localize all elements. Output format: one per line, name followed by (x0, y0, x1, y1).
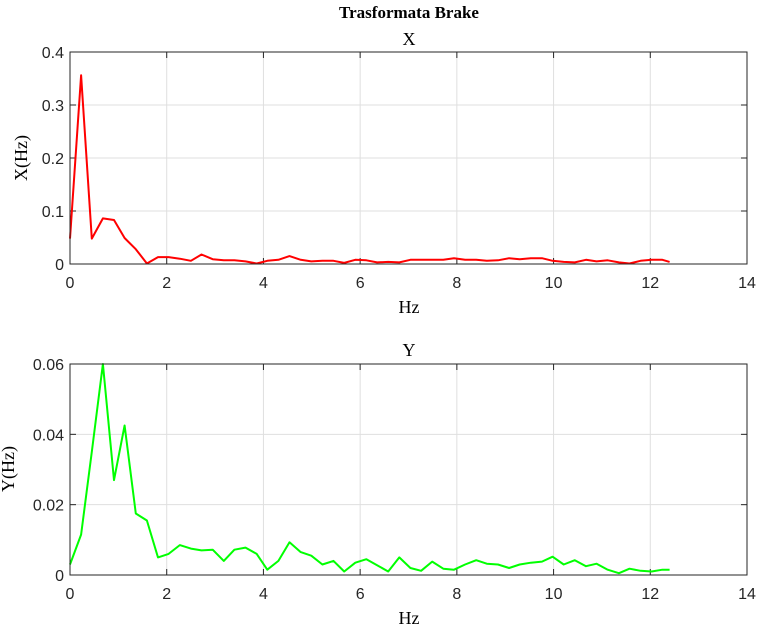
x-tick-label: 2 (162, 275, 171, 292)
x-tick-label: 4 (259, 275, 268, 292)
subplot-x-xlabel: Hz (399, 297, 420, 317)
subplot-x: X 0 2 4 6 8 10 12 14 0 0.1 0.2 0.3 0.4 Hz X(Hz) (11, 29, 756, 317)
subplot-x-title: X (403, 29, 416, 49)
subplot-x-axes (69, 51, 748, 265)
x-tick-label: 8 (452, 275, 461, 292)
x-tick-label: 2 (162, 586, 171, 603)
figure-title: Trasformata Brake (339, 3, 479, 22)
series-line-y (69, 363, 670, 575)
subplot-y-xlabel: Hz (399, 608, 420, 628)
x-tick-label: 4 (259, 586, 268, 603)
x-tick-label: 0 (66, 586, 75, 603)
subplot-y-title: Y (403, 340, 416, 360)
subplot-y-ylabel: Y(Hz) (0, 446, 19, 492)
y-tick-label: 0.1 (42, 204, 64, 221)
y-tick-label: 0 (55, 257, 64, 274)
x-tick-label: 10 (545, 275, 563, 292)
x-tick-label: 8 (452, 586, 461, 603)
y-tick-label: 0.3 (42, 98, 64, 115)
y-tick-label: 0.2 (42, 151, 64, 168)
x-tick-label: 0 (66, 275, 75, 292)
x-tick-label: 10 (545, 586, 563, 603)
subplot-x-ylabel: X(Hz) (11, 135, 32, 181)
x-tick-label: 12 (641, 275, 659, 292)
x-tick-label: 6 (356, 586, 365, 603)
x-tick-label: 14 (738, 275, 756, 292)
x-tick-label: 14 (738, 586, 756, 603)
y-tick-label: 0.02 (33, 498, 64, 515)
x-tick-label: 12 (641, 586, 659, 603)
y-tick-label: 0.04 (33, 427, 64, 444)
subplot-y: Y 0 2 4 6 8 10 12 14 0 0.02 0.04 0.06 Hz Y(Hz) (0, 340, 756, 628)
series-line-x (69, 74, 670, 265)
subplot-y-axes (69, 363, 748, 576)
y-tick-label: 0.06 (33, 357, 64, 374)
y-tick-label: 0 (55, 568, 64, 585)
y-tick-label: 0.4 (42, 45, 64, 62)
x-tick-label: 6 (356, 275, 365, 292)
